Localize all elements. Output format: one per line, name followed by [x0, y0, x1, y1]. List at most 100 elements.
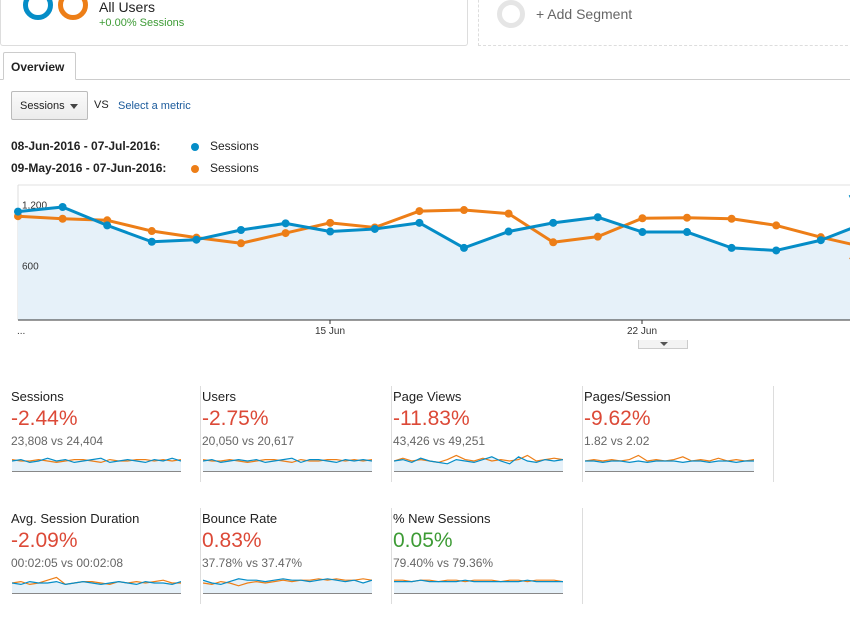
data-point — [504, 227, 513, 236]
sparkline-previous — [12, 458, 181, 464]
sparkline-area — [585, 461, 754, 472]
scorecard[interactable]: Users -2.75% 20,050 vs 20,617 — [202, 386, 392, 482]
scorecard-change: 0.05% — [393, 529, 453, 552]
x-tick-label: ... — [17, 326, 25, 337]
tab-overview[interactable]: Overview — [3, 52, 76, 80]
sparkline-chart — [394, 579, 563, 594]
legend-date-range: 08-Jun-2016 - 07-Jul-2016: — [11, 139, 161, 153]
scorecard-divider — [391, 386, 392, 482]
scorecard-comparison: 37.78% vs 37.47% — [202, 556, 303, 570]
sparkline-chart — [12, 457, 181, 472]
scorecard[interactable]: Sessions -2.44% 23,808 vs 24,404 — [11, 386, 201, 482]
scorecard-divider — [200, 386, 201, 482]
data-point — [281, 219, 290, 228]
scorecard-title: Sessions — [11, 389, 64, 404]
metric-dropdown[interactable]: Sessions — [11, 91, 88, 120]
sparkline-current — [394, 579, 563, 583]
scorecard-change: -9.62% — [584, 407, 651, 430]
scorecard[interactable]: % New Sessions 0.05% 79.40% vs 79.36% — [393, 508, 583, 604]
scorecard-title: Bounce Rate — [202, 511, 278, 526]
sparkline-chart — [394, 454, 563, 472]
sparkline-area — [394, 456, 563, 472]
scorecard-divider — [773, 386, 774, 482]
scorecard-title: Pages/Session — [584, 389, 671, 404]
data-point — [683, 213, 691, 222]
data-point — [549, 218, 558, 227]
data-point — [460, 206, 468, 215]
sparkline-area — [394, 580, 563, 594]
sparkline-area — [12, 581, 181, 594]
y-tick-label: 600 — [22, 262, 39, 273]
data-point — [237, 226, 245, 234]
sessions-line-chart[interactable]: 1,200 600... 15 Jun 22 Jun — [0, 180, 850, 350]
data-point — [504, 209, 513, 218]
scorecard-divider — [391, 508, 392, 604]
tab-label: Overview — [11, 60, 65, 74]
chart-collapse-toggle[interactable] — [638, 340, 688, 349]
select-metric-link[interactable]: Select a metric — [118, 100, 191, 112]
sparkline-current — [12, 457, 181, 464]
data-point — [638, 228, 647, 237]
sparkline-chart — [585, 454, 754, 472]
scorecard-comparison: 20,050 vs 20,617 — [202, 434, 295, 448]
sparkline-previous — [203, 458, 372, 464]
data-point — [772, 221, 781, 230]
data-point — [415, 207, 424, 216]
legend-date-range: 09-May-2016 - 07-Jun-2016: — [11, 161, 167, 175]
add-segment-label: + Add Segment — [536, 6, 633, 22]
data-point — [147, 227, 156, 236]
sparkline-current — [203, 457, 372, 464]
data-point — [326, 227, 335, 236]
scorecard-divider — [582, 508, 583, 604]
legend-series-name: Sessions — [210, 139, 259, 153]
data-point — [816, 236, 825, 245]
scorecard[interactable]: Page Views -11.83% 43,426 vs 49,251 — [393, 386, 583, 482]
scorecard-title: % New Sessions — [393, 511, 491, 526]
data-point — [326, 218, 335, 227]
metric-dropdown-value: Sessions — [20, 100, 65, 112]
segment-card-all-users[interactable]: All Users +0.00% Sessions — [0, 0, 468, 46]
scorecard-comparison: 1.82 vs 2.02 — [584, 434, 650, 448]
scorecard-comparison: 43,426 vs 49,251 — [393, 434, 486, 448]
sparkline-current — [394, 456, 563, 465]
tab-divider — [0, 79, 850, 80]
segment-ring-icon — [58, 0, 88, 20]
y-tick-label: 1,200 — [22, 200, 47, 211]
scorecard-change: -2.09% — [11, 529, 78, 552]
scorecard[interactable]: Bounce Rate 0.83% 37.78% vs 37.47% — [202, 508, 392, 604]
sparkline-area — [203, 578, 372, 594]
sparkline-chart — [203, 457, 372, 472]
scorecard-comparison: 23,808 vs 24,404 — [11, 434, 104, 448]
scorecard-change: 0.83% — [202, 529, 262, 552]
series-area — [18, 194, 850, 320]
vs-label: VS — [94, 99, 109, 111]
sparkline-previous — [203, 578, 372, 587]
data-point — [772, 246, 781, 255]
data-point — [147, 237, 156, 246]
data-point — [281, 229, 290, 238]
data-point — [683, 228, 691, 237]
scorecard-title: Page Views — [393, 389, 462, 404]
scorecard[interactable]: Pages/Session -9.62% 1.82 vs 2.02 — [584, 386, 774, 482]
scorecard-divider — [200, 508, 201, 604]
scorecard-divider — [582, 386, 583, 482]
scorecard[interactable]: Avg. Session Duration -2.09% 00:02:05 vs 0… — [11, 508, 201, 604]
chevron-down-icon — [660, 342, 668, 346]
sparkline-previous — [585, 454, 754, 462]
data-point — [370, 224, 379, 233]
data-point — [549, 238, 558, 247]
data-point — [103, 221, 112, 230]
data-point — [58, 202, 67, 211]
sparkline-chart — [12, 576, 181, 594]
x-tick-label: 15 Jun — [315, 326, 345, 337]
x-tick-label: 22 Jun — [627, 326, 657, 337]
segment-ring-icon — [23, 0, 53, 20]
data-point — [14, 207, 22, 216]
data-point — [192, 235, 201, 244]
sparkline-chart — [203, 578, 372, 594]
data-point — [638, 214, 647, 223]
data-point — [593, 213, 602, 222]
scorecard-comparison: 00:02:05 vs 00:02:08 — [11, 556, 124, 570]
add-segment-button[interactable]: + Add Segment — [478, 0, 850, 46]
